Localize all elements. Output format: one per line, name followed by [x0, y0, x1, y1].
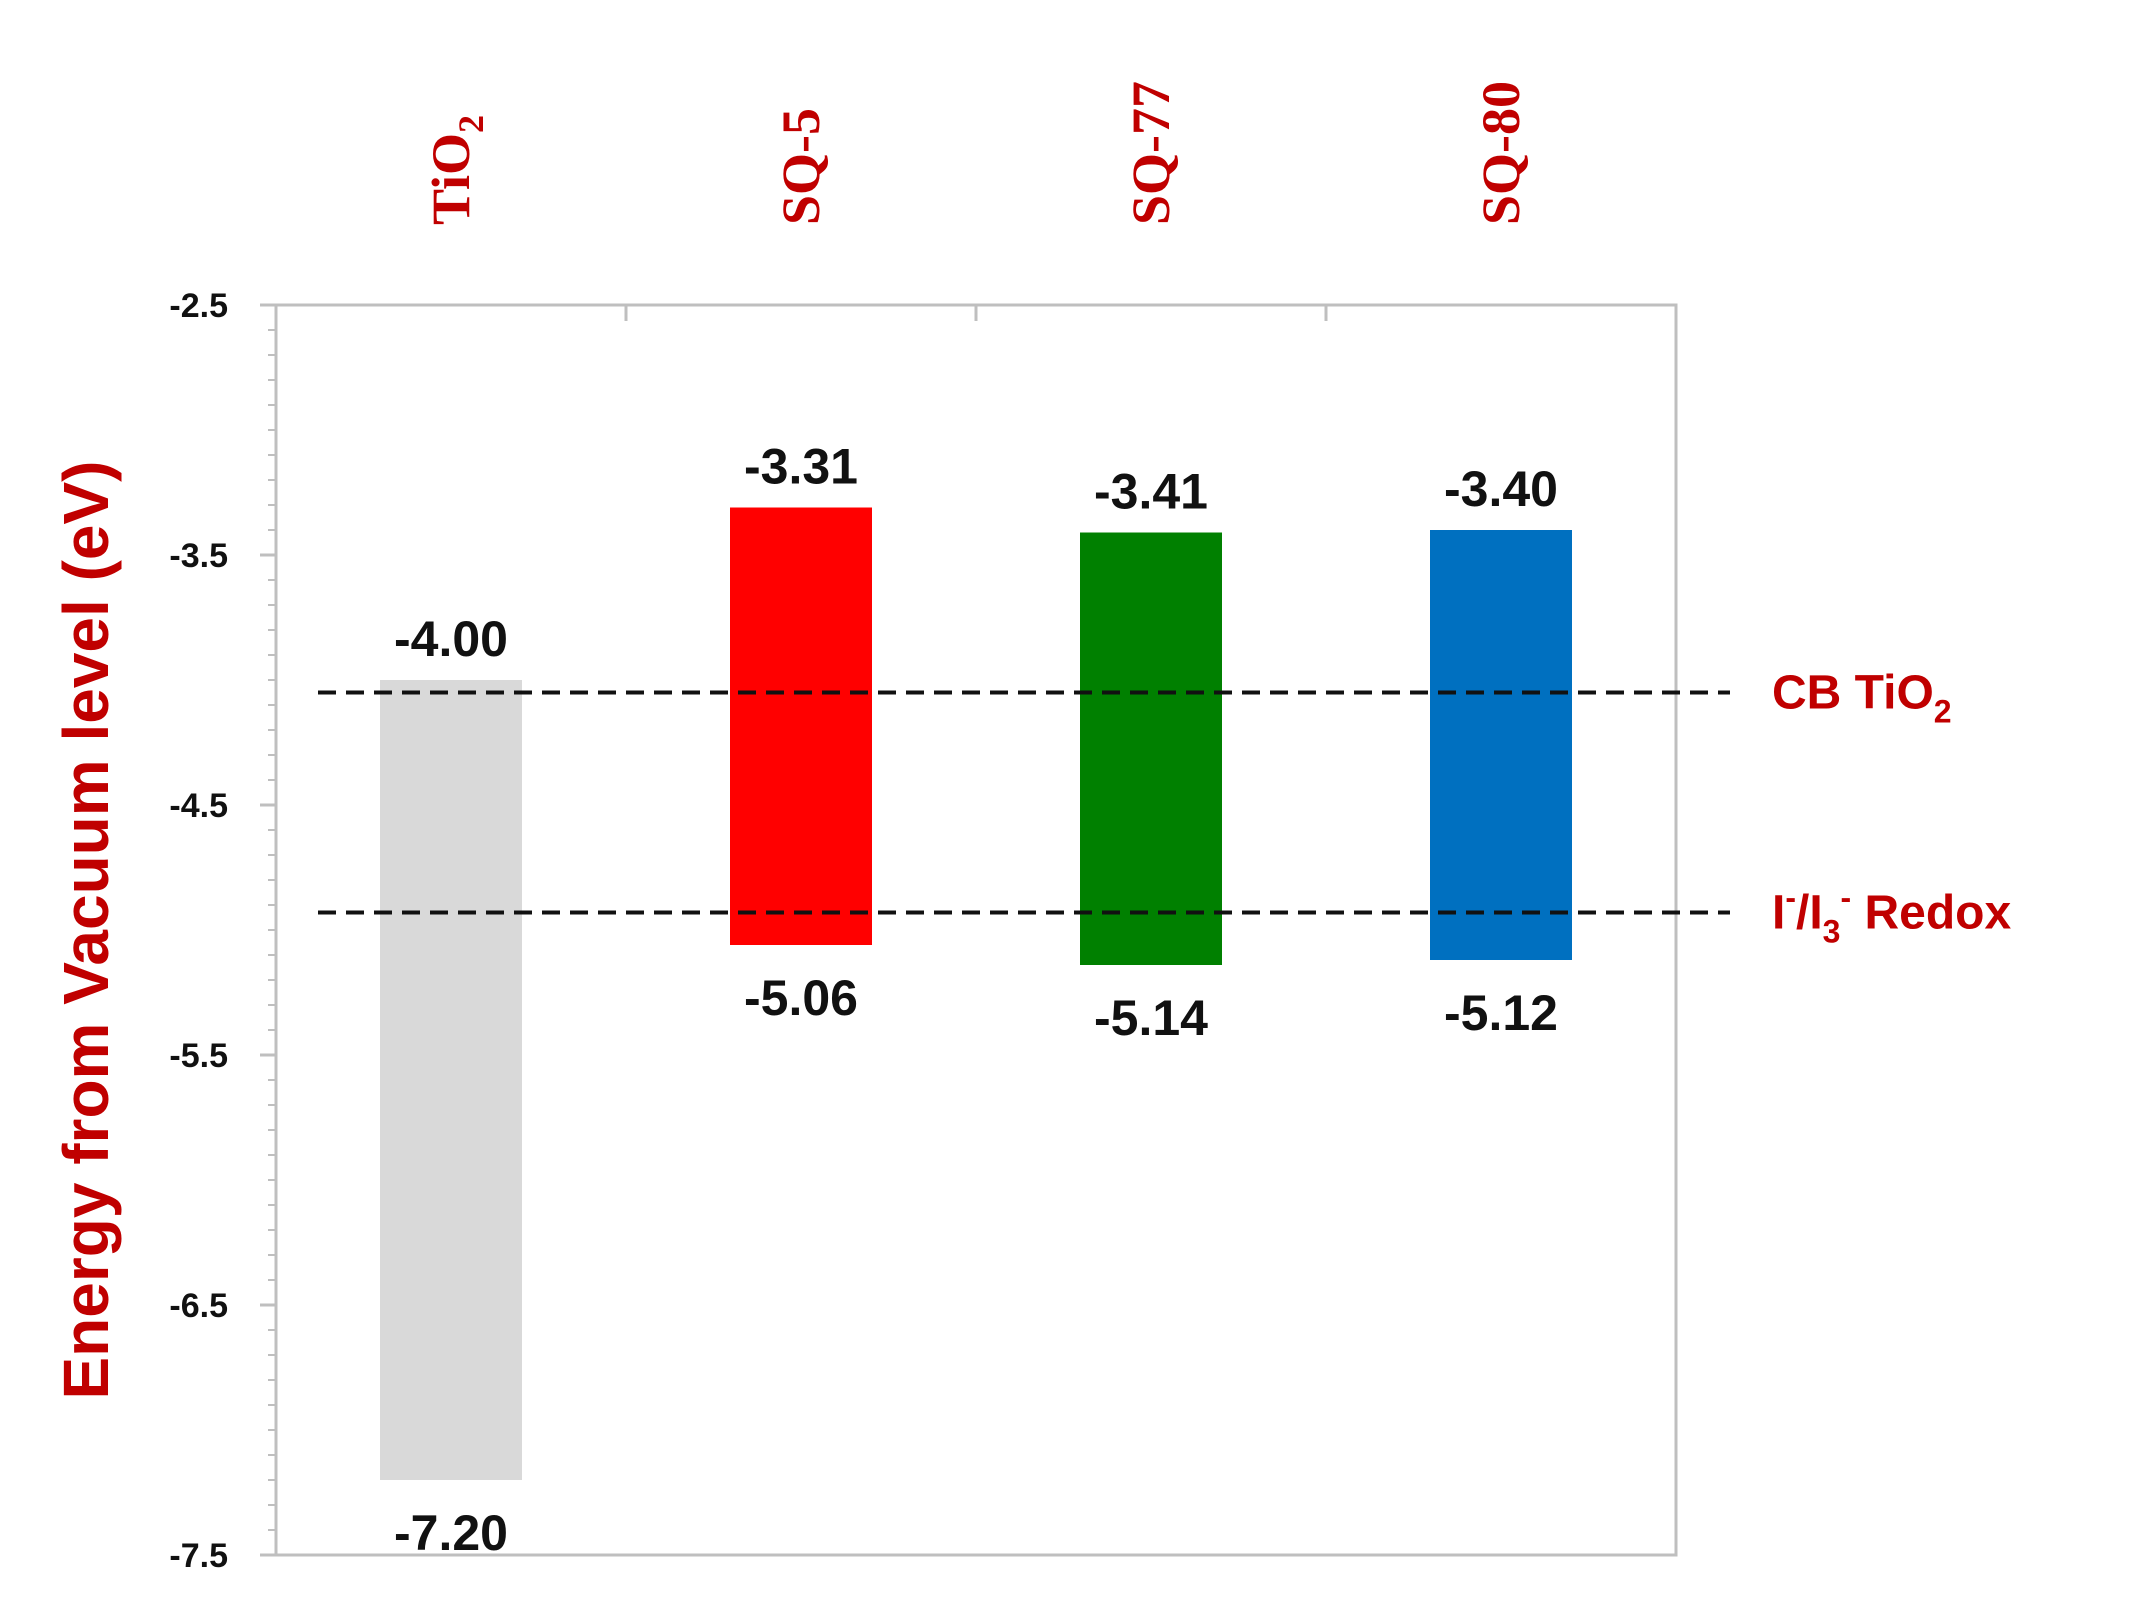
reference-lines: CB TiO2 I-/I3- Redox [318, 667, 2011, 950]
bar [380, 680, 522, 1480]
reference-line-label: I-/I3- Redox [1772, 880, 2011, 950]
y-tick-label: -6.5 [169, 1287, 228, 1325]
bar-top-value-label: -4.00 [394, 611, 508, 667]
bar-bottom-value-label: -5.12 [1444, 985, 1558, 1041]
y-axis-label: Energy from Vacuum level (eV) [50, 461, 122, 1400]
y-tick-label: -2.5 [169, 287, 228, 325]
y-tick-label: -4.5 [169, 787, 228, 825]
bar [1080, 532, 1222, 965]
category-label: SQ-5 [771, 108, 831, 225]
bar-series [380, 507, 1572, 1480]
y-tick-label: -7.5 [169, 1537, 228, 1575]
bar-top-value-label: -3.40 [1444, 461, 1558, 517]
value-labels: -4.00 -7.20 -3.31 -5.06 -3.41 -5.14 -3.40 -5.12 [394, 439, 1558, 1562]
category-labels: TiO2 SQ-5 SQ-77 SQ-80 [421, 81, 1531, 225]
bar [730, 507, 872, 945]
category-label: TiO2 [421, 115, 491, 225]
bar-bottom-value-label: -5.06 [744, 970, 858, 1026]
y-tick-label: -5.5 [169, 1037, 228, 1075]
bar [1430, 530, 1572, 960]
reference-line-label: CB TiO2 [1772, 667, 1952, 730]
bar-bottom-value-label: -5.14 [1094, 990, 1208, 1046]
bar-top-value-label: -3.31 [744, 439, 858, 495]
category-label: SQ-77 [1121, 81, 1181, 225]
bar-bottom-value-label: -7.20 [394, 1505, 508, 1561]
y-axis: -2.5 -3.5 -4.5 -5.5 -6.5 -7.5 [169, 287, 276, 1575]
y-tick-label: -3.5 [169, 537, 228, 575]
category-label: SQ-80 [1471, 81, 1531, 225]
bar-top-value-label: -3.41 [1094, 464, 1208, 520]
